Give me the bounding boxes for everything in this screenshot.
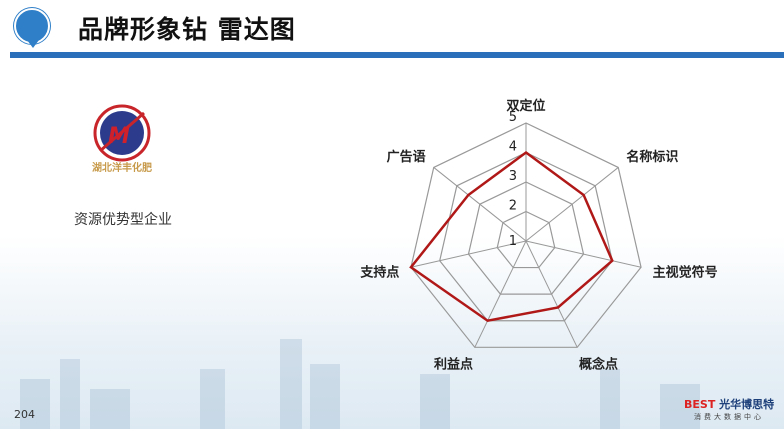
axis-spoke (525, 240, 578, 348)
page-title: 品牌形象钻 雷达图 (78, 15, 296, 44)
axis-spoke (525, 240, 642, 268)
city-skyline-background (20, 339, 700, 429)
axis-spoke (474, 240, 527, 348)
header-divider (10, 52, 784, 58)
tick-label: 3 (509, 169, 517, 184)
axis-label: 双定位 (506, 98, 545, 114)
series-line (409, 150, 614, 323)
brand-name: 光华博思特 (719, 398, 775, 411)
tick-label: 4 (509, 140, 517, 155)
page-number: 204 (14, 408, 35, 421)
company-logo-text: 湖北洋丰化肥 (92, 161, 152, 173)
brand-logo: BEST (684, 398, 716, 411)
axis-label: 广告语 (387, 149, 426, 165)
axis-label: 主视觉符号 (653, 264, 718, 280)
tick-label: 5 (509, 110, 517, 125)
axis-label: 支持点 (359, 264, 399, 280)
axis-label: 利益点 (434, 357, 473, 373)
grid-ring (439, 151, 613, 322)
svg-text:M: M (108, 124, 130, 149)
company-description: 资源优势型企业 (74, 212, 172, 228)
tick-label: 2 (509, 199, 517, 214)
axis-spoke (525, 167, 619, 242)
grid-ring (467, 181, 585, 295)
brand-tagline: 消费大数据中心 (694, 413, 764, 421)
axis-label: 概念点 (579, 357, 618, 373)
grid-ring (410, 122, 642, 348)
company-logo: M 湖北洋丰化肥 (92, 104, 152, 173)
axis-label: 名称标识 (626, 149, 678, 165)
grid-ring (496, 210, 556, 269)
axis-spoke (433, 167, 527, 242)
axis-spoke (410, 240, 527, 268)
tick-label: 1 (509, 234, 517, 249)
footer-brand: BEST 光华博思特 消费大数据中心 (684, 396, 780, 422)
header-logo-icon (14, 8, 50, 48)
